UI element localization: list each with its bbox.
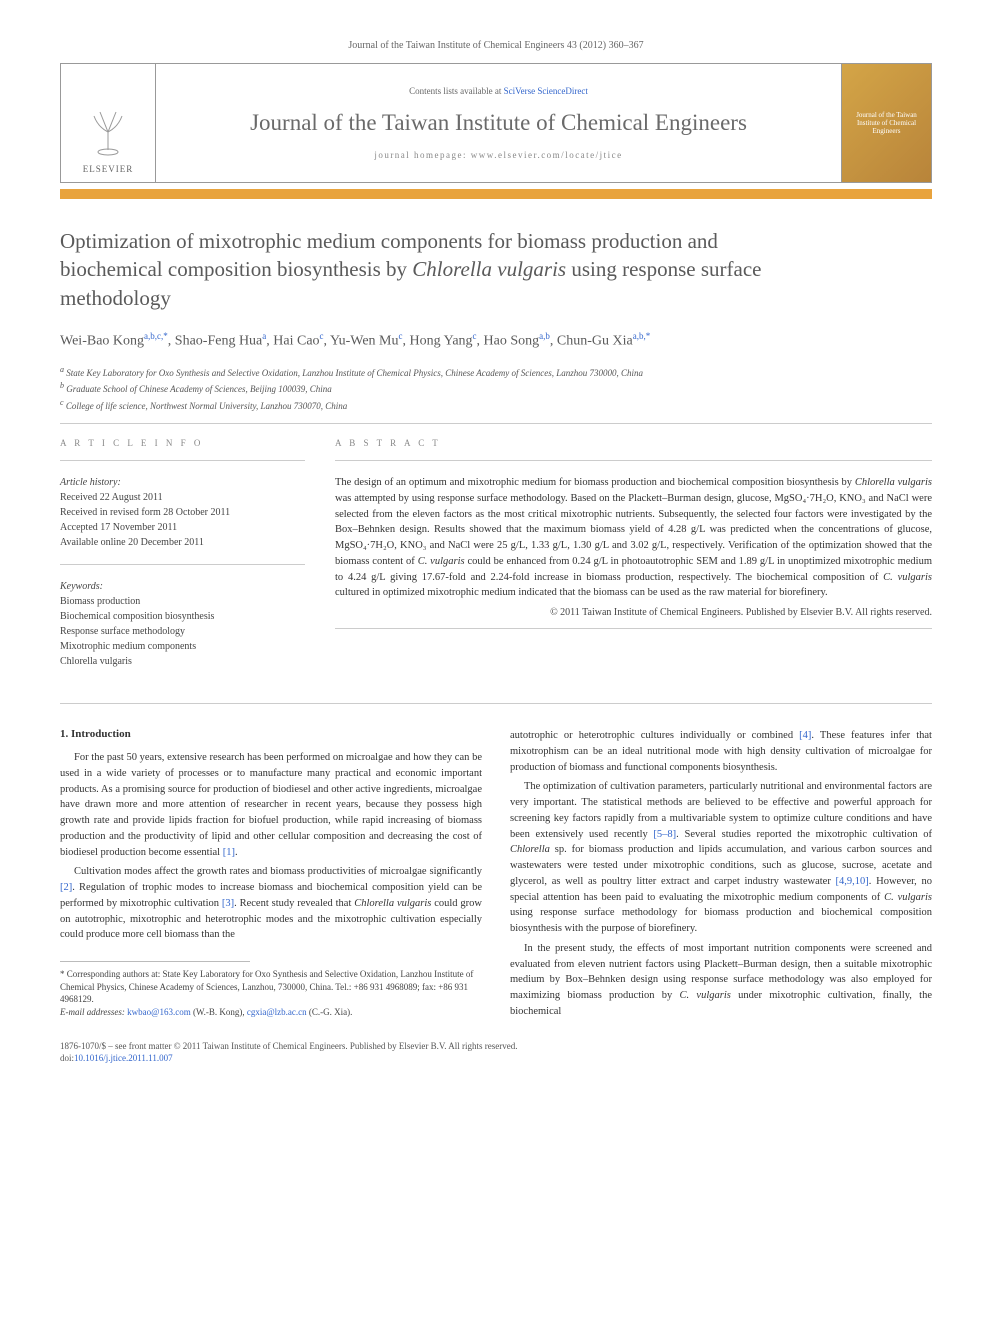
author-3-sup: c bbox=[320, 331, 324, 341]
corr-author-text: * Corresponding authors at: State Key La… bbox=[60, 968, 482, 1006]
title-line3: methodology bbox=[60, 286, 171, 310]
ref-1[interactable]: [1] bbox=[223, 847, 235, 858]
sciencedirect-link[interactable]: SciVerse ScienceDirect bbox=[504, 86, 588, 96]
right-column: autotrophic or heterotrophic cultures in… bbox=[510, 728, 932, 1024]
keywords-label: Keywords: bbox=[60, 579, 305, 594]
author-7: Chun-Gu Xia bbox=[557, 334, 633, 349]
keyword-2: Biochemical composition biosynthesis bbox=[60, 609, 305, 624]
ref-5-8[interactable]: [5–8] bbox=[653, 829, 676, 840]
affiliations: a State Key Laboratory for Oxo Synthesis… bbox=[60, 364, 932, 414]
keyword-3: Response surface methodology bbox=[60, 624, 305, 639]
title-line1: Optimization of mixotrophic medium compo… bbox=[60, 229, 718, 253]
keyword-4: Mixotrophic medium components bbox=[60, 639, 305, 654]
received-date: Received 22 August 2011 bbox=[60, 490, 305, 505]
ref-4[interactable]: [4] bbox=[799, 730, 811, 741]
article-history-block: Article history: Received 22 August 2011… bbox=[60, 475, 305, 550]
author-4-sup: c bbox=[399, 331, 403, 341]
author-1-sup: a,b,c,* bbox=[144, 331, 168, 341]
email-link-2[interactable]: cgxia@lzb.ac.cn bbox=[247, 1007, 307, 1017]
authors-list: Wei-Bao Konga,b,c,*, Shao-Feng Huaa, Hai… bbox=[60, 330, 932, 352]
abstract-heading: A B S T R A C T bbox=[335, 438, 932, 448]
elsevier-tree-icon bbox=[78, 100, 138, 160]
corresponding-author-footnote: * Corresponding authors at: State Key La… bbox=[60, 968, 482, 1018]
author-4: Yu-Wen Mu bbox=[330, 334, 398, 349]
article-title: Optimization of mixotrophic medium compo… bbox=[60, 227, 932, 312]
contents-prefix: Contents lists available at bbox=[409, 86, 503, 96]
abstract-column: A B S T R A C T The design of an optimum… bbox=[335, 438, 932, 683]
page-footer: 1876-1070/$ – see front matter © 2011 Ta… bbox=[60, 1040, 932, 1065]
affiliation-b: b Graduate School of Chinese Academy of … bbox=[60, 380, 932, 397]
citation-header: Journal of the Taiwan Institute of Chemi… bbox=[60, 40, 932, 51]
author-1: Wei-Bao Kong bbox=[60, 334, 144, 349]
contents-available-line: Contents lists available at SciVerse Sci… bbox=[409, 86, 588, 96]
journal-cover-thumb: Journal of the Taiwan Institute of Chemi… bbox=[841, 64, 931, 182]
doi-link[interactable]: 10.1016/j.jtice.2011.11.007 bbox=[74, 1053, 173, 1063]
info-abstract-row: A R T I C L E I N F O Article history: R… bbox=[60, 438, 932, 683]
accent-bar bbox=[60, 189, 932, 199]
intro-para-5: In the present study, the effects of mos… bbox=[510, 941, 932, 1020]
ref-2[interactable]: [2] bbox=[60, 882, 72, 893]
history-label: Article history: bbox=[60, 475, 305, 490]
ref-3[interactable]: [3] bbox=[222, 898, 234, 909]
title-species: Chlorella vulgaris bbox=[412, 257, 566, 281]
divider bbox=[60, 703, 932, 704]
author-6: Hao Song bbox=[484, 334, 540, 349]
email-line: E-mail addresses: kwbao@163.com (W.-B. K… bbox=[60, 1006, 482, 1019]
author-5-sup: c bbox=[473, 331, 477, 341]
divider bbox=[60, 423, 932, 424]
abstract-text: The design of an optimum and mixotrophic… bbox=[335, 475, 932, 601]
article-info-heading: A R T I C L E I N F O bbox=[60, 438, 305, 448]
author-6-sup: a,b bbox=[539, 331, 550, 341]
title-line2c: using response surface bbox=[566, 257, 761, 281]
front-matter-line: 1876-1070/$ – see front matter © 2011 Ta… bbox=[60, 1040, 932, 1053]
author-2: Shao-Feng Hua bbox=[175, 334, 263, 349]
masthead-center: Contents lists available at SciVerse Sci… bbox=[156, 64, 841, 182]
left-column: 1. Introduction For the past 50 years, e… bbox=[60, 728, 482, 1024]
keywords-block: Keywords: Biomass production Biochemical… bbox=[60, 579, 305, 669]
divider bbox=[60, 564, 305, 565]
divider bbox=[60, 460, 305, 461]
keyword-1: Biomass production bbox=[60, 594, 305, 609]
body-columns: 1. Introduction For the past 50 years, e… bbox=[60, 728, 932, 1024]
author-2-sup: a bbox=[262, 331, 266, 341]
keyword-5: Chlorella vulgaris bbox=[60, 654, 305, 669]
publisher-logo-cell: ELSEVIER bbox=[61, 64, 156, 182]
divider bbox=[335, 628, 932, 629]
article-info-column: A R T I C L E I N F O Article history: R… bbox=[60, 438, 305, 683]
divider bbox=[335, 460, 932, 461]
intro-para-3: autotrophic or heterotrophic cultures in… bbox=[510, 728, 932, 775]
author-7-sup: a,b,* bbox=[633, 331, 651, 341]
footnote-divider bbox=[60, 961, 250, 962]
affiliation-c: c College of life science, Northwest Nor… bbox=[60, 397, 932, 414]
journal-name: Journal of the Taiwan Institute of Chemi… bbox=[250, 110, 747, 136]
title-line2a: biochemical composition biosynthesis by bbox=[60, 257, 412, 281]
section-1-heading: 1. Introduction bbox=[60, 728, 482, 740]
elsevier-label: ELSEVIER bbox=[83, 164, 134, 174]
abstract-copyright: © 2011 Taiwan Institute of Chemical Engi… bbox=[335, 607, 932, 618]
doi-line: doi:10.1016/j.jtice.2011.11.007 bbox=[60, 1052, 932, 1065]
journal-homepage: journal homepage: www.elsevier.com/locat… bbox=[374, 150, 622, 160]
author-3: Hai Cao bbox=[273, 334, 319, 349]
online-date: Available online 20 December 2011 bbox=[60, 535, 305, 550]
ref-4-9-10[interactable]: [4,9,10] bbox=[836, 876, 869, 887]
affiliation-a: a State Key Laboratory for Oxo Synthesis… bbox=[60, 364, 932, 381]
intro-para-1: For the past 50 years, extensive researc… bbox=[60, 750, 482, 860]
intro-para-4: The optimization of cultivation paramete… bbox=[510, 779, 932, 937]
masthead: ELSEVIER Contents lists available at Sci… bbox=[60, 63, 932, 183]
accepted-date: Accepted 17 November 2011 bbox=[60, 520, 305, 535]
intro-para-2: Cultivation modes affect the growth rate… bbox=[60, 864, 482, 943]
email-link-1[interactable]: kwbao@163.com bbox=[127, 1007, 191, 1017]
author-5: Hong Yang bbox=[410, 334, 473, 349]
revised-date: Received in revised form 28 October 2011 bbox=[60, 505, 305, 520]
